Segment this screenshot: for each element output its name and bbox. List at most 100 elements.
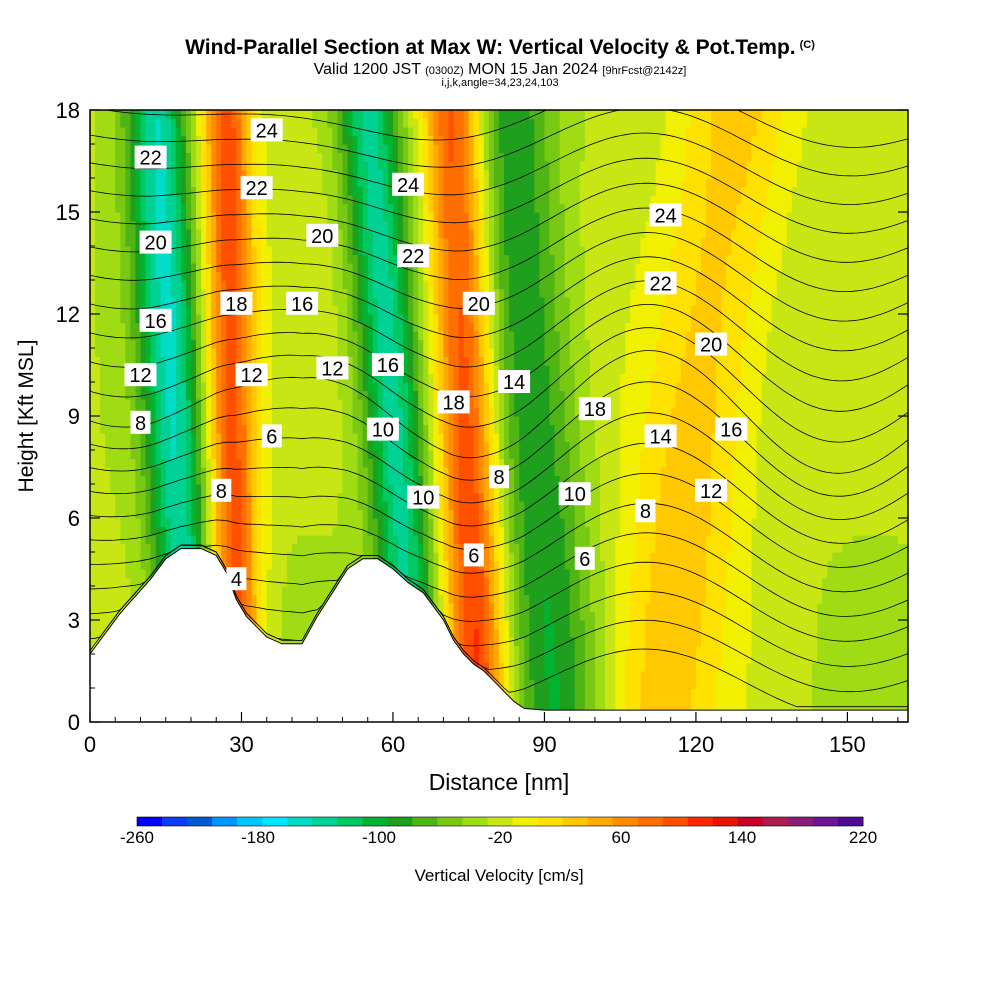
- velocity-cell: [746, 637, 753, 647]
- velocity-cell: [751, 518, 758, 528]
- velocity-cell: [448, 611, 455, 621]
- velocity-cell: [534, 518, 540, 528]
- velocity-cell: [367, 458, 374, 468]
- velocity-cell: [645, 569, 652, 579]
- velocity-cell: [115, 526, 121, 536]
- velocity-cell: [539, 518, 546, 528]
- velocity-cell: [382, 484, 389, 494]
- velocity-cell: [150, 526, 157, 536]
- velocity-cell: [842, 705, 849, 715]
- velocity-cell: [620, 518, 626, 528]
- velocity-cell: [741, 492, 748, 502]
- velocity-cell: [807, 492, 813, 502]
- velocity-cell: [463, 501, 470, 511]
- velocity-cell: [822, 526, 828, 536]
- velocity-cell: [751, 620, 758, 630]
- velocity-cell: [281, 501, 288, 511]
- velocity-cell: [675, 467, 682, 477]
- velocity-cell: [564, 543, 571, 553]
- velocity-cell: [105, 475, 111, 485]
- velocity-cell: [499, 484, 505, 494]
- velocity-cell: [832, 552, 838, 562]
- velocity-cell: [791, 645, 798, 655]
- velocity-cell: [857, 705, 864, 715]
- velocity-cell: [403, 501, 409, 511]
- velocity-cell: [514, 501, 520, 511]
- velocity-cell: [761, 603, 768, 613]
- velocity-cell: [297, 484, 303, 494]
- velocity-cell: [488, 492, 495, 502]
- velocity-cell: [327, 492, 333, 502]
- velocity-cell: [771, 492, 778, 502]
- velocity-cell: [832, 560, 838, 570]
- velocity-cell: [620, 492, 626, 502]
- velocity-cell: [544, 560, 551, 570]
- velocity-cell: [796, 586, 803, 596]
- velocity-cell: [362, 475, 369, 485]
- velocity-cell: [756, 696, 763, 706]
- velocity-cell: [483, 654, 490, 664]
- velocity-cell: [766, 645, 773, 655]
- velocity-cell: [312, 526, 318, 536]
- velocity-cell: [690, 586, 697, 596]
- velocity-cell: [746, 492, 753, 502]
- velocity-cell: [120, 552, 126, 562]
- velocity-cell: [822, 679, 828, 689]
- velocity-cell: [206, 518, 212, 528]
- velocity-cell: [115, 458, 121, 468]
- velocity-cell: [488, 560, 495, 570]
- velocity-cell: [317, 543, 323, 553]
- velocity-cell: [872, 543, 879, 553]
- velocity-cell: [105, 594, 111, 604]
- velocity-cell: [655, 526, 662, 536]
- velocity-cell: [902, 569, 908, 579]
- velocity-cell: [453, 518, 460, 528]
- velocity-cell: [478, 509, 485, 519]
- velocity-cell: [680, 662, 687, 672]
- velocity-cell: [100, 594, 106, 604]
- velocity-cell: [367, 509, 374, 519]
- velocity-cell: [721, 458, 727, 468]
- velocity-cell: [801, 620, 808, 630]
- velocity-cell: [837, 662, 843, 672]
- velocity-cell: [605, 645, 611, 655]
- velocity-cell: [564, 654, 571, 664]
- velocity-cell: [180, 484, 187, 494]
- velocity-cell: [458, 509, 465, 519]
- velocity-cell: [453, 509, 460, 519]
- velocity-cell: [615, 475, 621, 485]
- velocity-cell: [589, 705, 596, 715]
- velocity-cell: [862, 705, 869, 715]
- velocity-cell: [660, 526, 667, 536]
- velocity-cell: [509, 501, 515, 511]
- velocity-cell: [514, 569, 520, 579]
- velocity-cell: [685, 560, 692, 570]
- velocity-cell: [741, 467, 748, 477]
- velocity-cell: [731, 492, 737, 502]
- velocity-cell: [433, 577, 440, 587]
- velocity-cell: [322, 577, 328, 587]
- velocity-cell: [620, 577, 626, 587]
- velocity-cell: [125, 569, 131, 579]
- velocity-cell: [554, 526, 561, 536]
- velocity-cell: [307, 475, 313, 485]
- velocity-cell: [271, 611, 278, 621]
- velocity-cell: [615, 688, 621, 698]
- velocity-cell: [827, 654, 833, 664]
- velocity-cell: [463, 611, 470, 621]
- velocity-cell: [519, 637, 525, 647]
- velocity-cell: [827, 645, 833, 655]
- velocity-cell: [847, 705, 854, 715]
- velocity-cell: [266, 509, 273, 519]
- velocity-cell: [504, 501, 510, 511]
- velocity-cell: [534, 594, 540, 604]
- velocity-cell: [756, 594, 763, 604]
- velocity-cell: [882, 526, 889, 536]
- velocity-cell: [589, 467, 596, 477]
- velocity-cell: [190, 467, 197, 477]
- velocity-cell: [251, 475, 258, 485]
- velocity-cell: [605, 577, 611, 587]
- velocity-cell: [711, 560, 717, 570]
- velocity-cell: [281, 637, 288, 647]
- velocity-cell: [519, 628, 525, 638]
